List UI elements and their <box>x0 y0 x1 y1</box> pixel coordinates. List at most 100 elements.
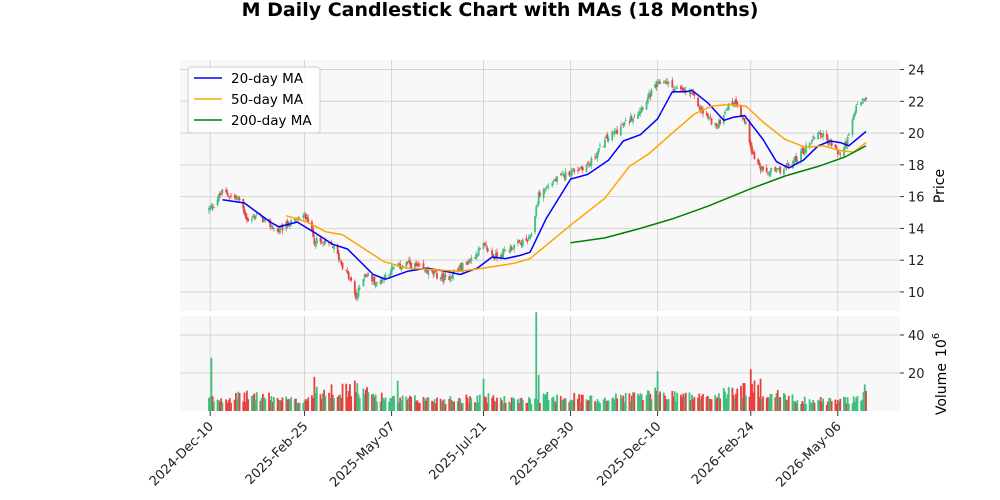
candle-body <box>724 111 726 114</box>
volume-bar <box>572 400 574 411</box>
candle-body <box>542 189 545 198</box>
volume-bar <box>509 403 512 411</box>
candle-body <box>775 167 778 173</box>
candle-body <box>390 267 393 275</box>
candle-body <box>706 114 709 118</box>
volume-bar <box>432 402 435 411</box>
candle-body <box>461 263 464 273</box>
volume-bar <box>346 397 349 411</box>
volume-bar <box>786 400 789 411</box>
candle-body <box>725 109 728 111</box>
price-tick-label: 10 <box>908 286 925 301</box>
candle-body <box>654 83 657 89</box>
volume-panel: 20 40 Volume 106 <box>180 312 950 415</box>
volume-bar <box>717 393 720 411</box>
volume-bar <box>782 393 785 411</box>
candle-body <box>605 136 608 139</box>
price-tick-label: 20 <box>908 127 925 142</box>
candle-body <box>434 270 437 272</box>
volume-bar <box>216 399 219 411</box>
volume-bar <box>219 401 221 411</box>
candle-body <box>673 89 676 92</box>
volume-bar <box>465 394 468 411</box>
volume-bar <box>324 396 327 411</box>
candle-body <box>270 226 273 228</box>
candle-body <box>679 86 682 90</box>
candle-body <box>261 216 264 223</box>
candle-body <box>353 281 356 295</box>
volume-bar <box>637 393 639 411</box>
candle-body <box>719 120 722 125</box>
volume-bar <box>616 398 619 411</box>
volume-bar <box>726 394 729 411</box>
candle-body <box>630 117 633 121</box>
candle-body <box>740 105 742 116</box>
volume-bar <box>477 402 480 411</box>
volume-bar <box>679 394 682 411</box>
candle-body <box>596 151 599 159</box>
volume-bar <box>259 400 262 411</box>
candle-body <box>519 242 522 244</box>
candle-body <box>619 126 622 136</box>
volume-bar <box>740 386 742 411</box>
candle-body <box>825 133 828 139</box>
volume-bar <box>286 399 289 411</box>
candle-body <box>819 132 822 136</box>
volume-bar <box>389 398 392 411</box>
candle-body <box>828 141 831 145</box>
volume-bar <box>268 392 270 411</box>
candle-body <box>800 150 802 162</box>
volume-bar <box>808 399 811 411</box>
volume-bar <box>297 402 300 411</box>
volume-bar <box>611 398 614 411</box>
volume-bar <box>436 397 438 411</box>
candle-body <box>290 219 292 226</box>
candle-body <box>622 124 625 126</box>
candle-body <box>683 89 686 91</box>
x-axis: 2024-Dec-10 2025-Feb-25 2025-May-07 2025-Ju… <box>147 411 845 490</box>
volume-bar <box>851 403 854 411</box>
volume-bar <box>699 399 702 411</box>
candle-body <box>715 123 718 126</box>
volume-bar <box>856 395 859 411</box>
legend: 20-day MA 50-day MA 200-day MA <box>187 66 321 134</box>
x-tick-label: 2024-Dec-10 <box>147 419 217 489</box>
candle-body <box>834 144 837 148</box>
volume-bar <box>356 383 359 411</box>
candle-body <box>782 169 785 175</box>
volume-bar <box>470 398 473 411</box>
volume-bar <box>667 398 670 411</box>
volume-bar <box>260 398 263 411</box>
candle-body <box>478 248 481 250</box>
candle-body <box>503 249 506 251</box>
candle-body <box>230 195 232 197</box>
candle-body <box>217 194 220 202</box>
volume-bar <box>715 398 718 411</box>
volume-bar <box>431 400 433 411</box>
candle-body <box>822 132 824 137</box>
price-tick-label: 12 <box>908 254 925 269</box>
volume-bar <box>714 394 717 411</box>
volume-bar <box>801 401 804 411</box>
candle-body <box>510 247 513 251</box>
candle-body <box>811 139 813 142</box>
candle-body <box>854 112 856 117</box>
volume-bar <box>217 400 220 411</box>
volume-bar <box>863 384 866 411</box>
candle-body <box>319 237 322 242</box>
volume-bar <box>818 400 821 411</box>
candle-body <box>818 132 821 133</box>
candle-body <box>727 103 730 111</box>
candle-body <box>467 261 470 264</box>
candle-body <box>314 244 317 246</box>
volume-bar <box>546 391 549 411</box>
volume-bar <box>586 400 589 411</box>
candle-body <box>861 98 864 101</box>
volume-bar <box>263 397 266 411</box>
volume-bar <box>210 357 213 411</box>
x-tick-label: 2025-Sep-30 <box>508 419 578 489</box>
volume-bar <box>753 380 756 411</box>
volume-bar <box>744 395 747 411</box>
candle-body <box>380 280 383 282</box>
candle-body <box>391 267 394 269</box>
